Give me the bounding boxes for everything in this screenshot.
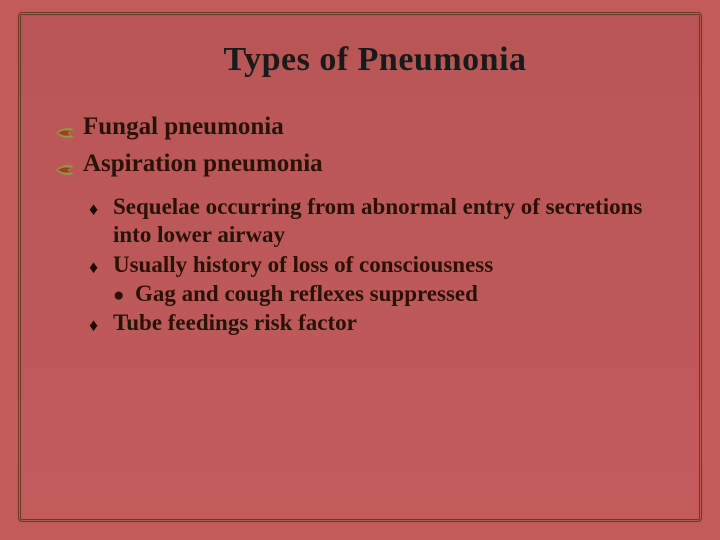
level2-label: Tube feedings risk factor [113,309,357,337]
diamond-icon: ♦ [89,315,105,337]
level1-item: Fungal pneumonia [55,113,671,148]
level2-list-cont: ♦ Tube feedings risk factor [89,309,671,337]
level1-item: Aspiration pneumonia [55,150,671,185]
level3-label: Gag and cough reflexes suppressed [135,281,478,307]
level1-list: Fungal pneumonia Aspiration pneumonia [55,113,671,185]
slide-frame: Types of Pneumonia Fungal pneumonia Aspi… [18,12,702,522]
level3-list: ● Gag and cough reflexes suppressed [113,281,671,307]
level2-label: Sequelae occurring from abnormal entry o… [113,193,671,249]
leaf-icon [55,157,77,185]
level2-list: ♦ Sequelae occurring from abnormal entry… [89,193,671,279]
level1-label: Fungal pneumonia [83,113,284,141]
level2-item: ♦ Usually history of loss of consciousne… [89,251,671,279]
level3-item: ● Gag and cough reflexes suppressed [113,281,671,307]
diamond-icon: ♦ [89,257,105,279]
level2-item: ♦ Tube feedings risk factor [89,309,671,337]
level1-label: Aspiration pneumonia [83,150,323,178]
bullet-icon: ● [113,285,129,307]
slide-title: Types of Pneumonia [79,41,671,79]
diamond-icon: ♦ [89,199,105,221]
level2-item: ♦ Sequelae occurring from abnormal entry… [89,193,671,249]
level2-label: Usually history of loss of consciousness [113,251,493,279]
leaf-icon [55,120,77,148]
